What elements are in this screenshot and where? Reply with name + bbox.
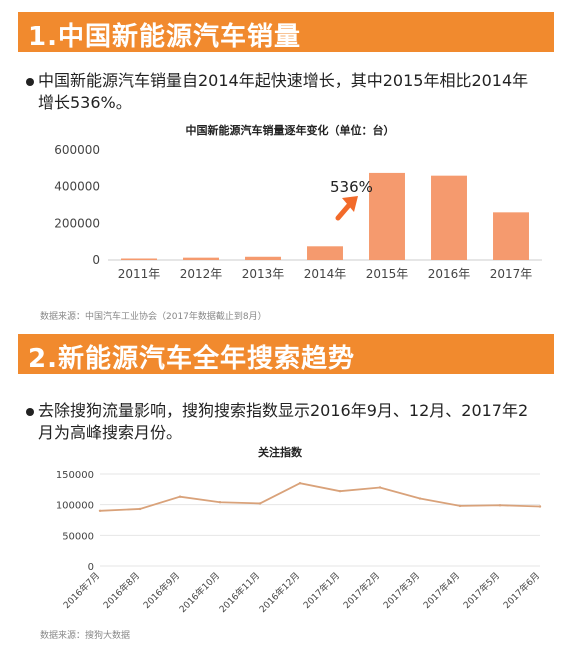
data-point xyxy=(298,482,302,485)
y-tick-label: 0 xyxy=(92,253,100,267)
section1-bullet: 中国新能源汽车销量自2014年起快速增长，其中2015年相比2014年增长536… xyxy=(26,70,538,114)
data-point xyxy=(178,495,182,498)
y-tick-label: 50000 xyxy=(62,531,94,542)
x-tick-label: 2016年7月 xyxy=(61,570,102,611)
data-point xyxy=(258,502,262,505)
x-tick-label: 2016年12月 xyxy=(257,570,303,616)
y-tick-label: 200000 xyxy=(54,216,100,230)
growth-annotation: 536% xyxy=(330,178,373,196)
data-point xyxy=(98,509,102,512)
section2-bullet: 去除搜狗流量影响，搜狗搜索指数显示2016年9月、12月、2017年2月为高峰搜… xyxy=(26,400,538,444)
y-tick-label: 100000 xyxy=(56,501,94,512)
data-point xyxy=(218,501,222,504)
x-tick-label: 2014年 xyxy=(304,267,347,281)
y-tick-label: 0 xyxy=(88,562,94,573)
data-point xyxy=(138,507,142,511)
bar-chart: 0 200000 400000 600000 2011年 2012年 2013年 2014年 2… xyxy=(54,143,542,281)
bar xyxy=(245,256,281,260)
x-tick-label: 2017年6月 xyxy=(501,570,542,611)
section1-title: 1.中国新能源汽车销量 xyxy=(28,22,301,52)
x-tick-label: 2017年5月 xyxy=(461,570,502,611)
section2-source: 数据来源：搜狗大数据 xyxy=(40,631,131,641)
data-point xyxy=(498,504,502,507)
x-tick-label: 2015年 xyxy=(366,267,409,281)
x-tick-label: 2016年9月 xyxy=(141,570,182,611)
section2-banner: 2.新能源汽车全年搜索趋势 xyxy=(18,334,554,374)
bullet-dot-icon xyxy=(26,78,34,86)
bar xyxy=(369,172,405,260)
x-tick-label: 2013年 xyxy=(242,267,285,281)
bar xyxy=(431,175,467,260)
x-tick-label: 2016年10月 xyxy=(177,570,223,616)
bar xyxy=(121,258,157,260)
x-tick-label: 2017年3月 xyxy=(381,570,422,611)
bar xyxy=(307,246,343,260)
bar-chart-title: 中国新能源汽车销量逐年变化（单位：台） xyxy=(185,124,395,137)
data-point xyxy=(378,486,382,489)
data-point xyxy=(418,497,422,500)
bar xyxy=(493,212,529,260)
data-point xyxy=(458,504,462,508)
x-tick-label: 2017年 xyxy=(490,267,533,281)
section2-bullet-text: 去除搜狗流量影响，搜狗搜索指数显示2016年9月、12月、2017年2月为高峰搜… xyxy=(38,401,529,442)
x-tick-label: 2012年 xyxy=(180,267,223,281)
section1-bullet-text: 中国新能源汽车销量自2014年起快速增长，其中2015年相比2014年增长536… xyxy=(38,71,529,112)
line-chart-title: 关注指数 xyxy=(258,446,302,459)
x-tick-label: 2016年8月 xyxy=(101,570,142,611)
x-tick-label: 2016年 xyxy=(428,267,471,281)
y-tick-label: 400000 xyxy=(54,180,100,194)
x-tick-label: 2017年1月 xyxy=(301,570,342,611)
x-tick-label: 2011年 xyxy=(118,267,161,281)
x-tick-label: 2017年4月 xyxy=(421,570,462,611)
section2-title: 2.新能源汽车全年搜索趋势 xyxy=(28,344,355,374)
data-point xyxy=(538,505,542,508)
x-tick-label: 2016年11月 xyxy=(217,570,263,616)
section1-banner: 1.中国新能源汽车销量 xyxy=(18,12,554,52)
data-point xyxy=(338,489,342,493)
y-tick-label: 150000 xyxy=(56,470,94,481)
bar xyxy=(183,257,219,260)
series-line xyxy=(99,482,541,512)
section1-source: 数据来源：中国汽车工业协会（2017年数据截止到8月） xyxy=(40,312,267,322)
arrow-head-icon xyxy=(342,196,358,212)
arrow-icon xyxy=(335,201,353,221)
x-tick-label: 2017年2月 xyxy=(341,570,382,611)
bullet-dot-icon xyxy=(26,408,34,416)
y-tick-label: 600000 xyxy=(54,143,100,157)
